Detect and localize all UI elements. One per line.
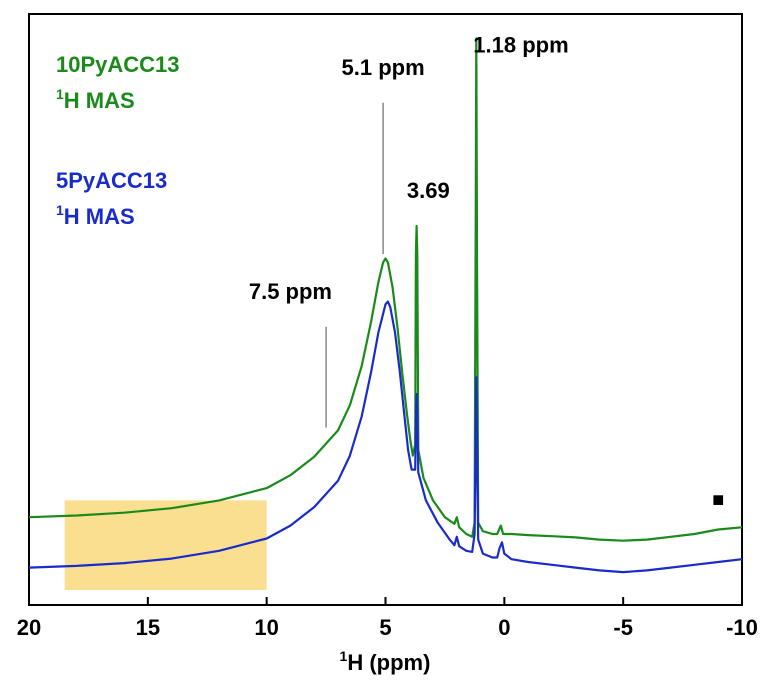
square-marker: ■ — [712, 489, 724, 511]
x-tick-label: 10 — [254, 615, 278, 640]
x-tick-label: -10 — [726, 615, 758, 640]
annotation-label: 5.1 ppm — [342, 55, 425, 80]
series-line-5pyacc13 — [28, 300, 743, 574]
x-tick-label: 15 — [136, 615, 160, 640]
x-tick-label: 0 — [498, 615, 510, 640]
x-axis-title: 1H (ppm) — [340, 648, 431, 675]
legend-5pyacc13-method: 1H MAS — [56, 202, 135, 229]
x-tick-label: 20 — [17, 615, 41, 640]
annotation-label: 3.69 — [407, 178, 450, 203]
legend-10pyacc13-name: 10PyACC13 — [56, 52, 180, 77]
annotation-label: 7.5 ppm — [249, 279, 332, 304]
highlight-region — [64, 500, 267, 590]
series-line-10pyacc13 — [28, 37, 743, 542]
x-tick-label: 5 — [379, 615, 391, 640]
x-tick-label: -5 — [613, 615, 633, 640]
annotation-label: 1.18 ppm — [473, 32, 568, 57]
legend-10pyacc13-method: 1H MAS — [56, 86, 135, 113]
legend-5pyacc13-name: 5PyACC13 — [56, 168, 167, 193]
